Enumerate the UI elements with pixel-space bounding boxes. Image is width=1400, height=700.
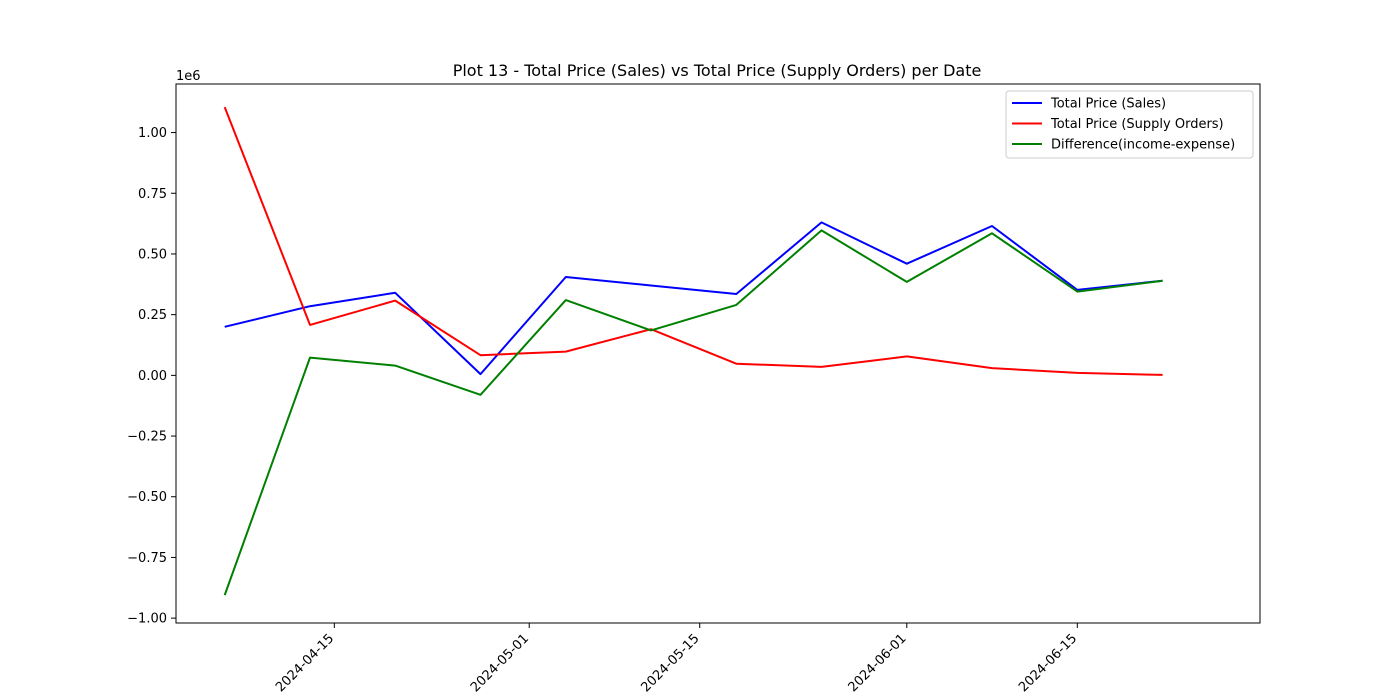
chart-title: Plot 13 - Total Price (Sales) vs Total P…	[453, 61, 982, 80]
y-tick-label: 1.00	[138, 126, 167, 141]
y-axis-offset-label: 1e6	[176, 69, 201, 84]
y-tick-label: 0.50	[138, 247, 167, 262]
series-line-2	[223, 229, 1163, 596]
y-tick-label: 0.25	[138, 308, 167, 323]
legend: Total Price (Sales) Total Price (Supply O…	[1005, 90, 1254, 159]
y-tick-label: −0.50	[127, 490, 167, 505]
legend-label: Total Price (Sales)	[1050, 97, 1166, 112]
y-tick-label: 0.00	[138, 369, 167, 384]
y-tick-label: −0.75	[127, 551, 167, 566]
y-tick-label: −1.00	[127, 612, 167, 627]
series-line-0	[224, 221, 1163, 376]
legend-box	[1005, 90, 1254, 159]
y-tick-label: −0.25	[127, 430, 167, 445]
plot-lines	[223, 106, 1163, 596]
y-tick-label: 0.75	[138, 187, 167, 202]
legend-label: Total Price (Supply Orders)	[1050, 117, 1224, 132]
legend-label: Difference(income-expense)	[1051, 138, 1235, 153]
series-line-1	[223, 106, 1163, 376]
plot-frame	[175, 83, 1261, 624]
